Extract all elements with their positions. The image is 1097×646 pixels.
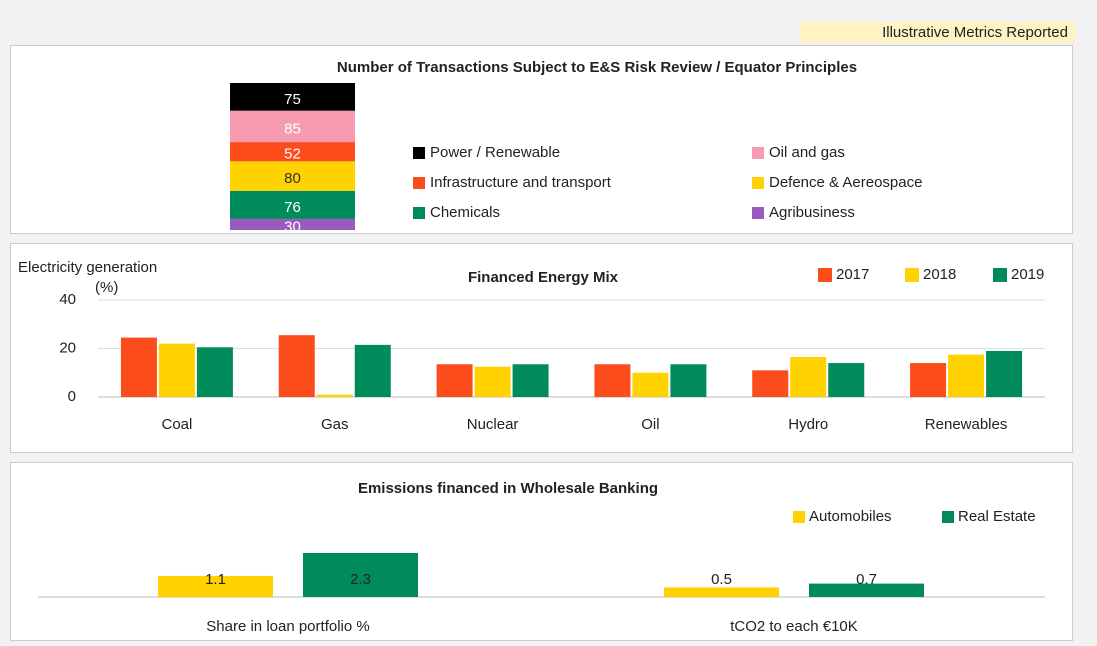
header-box	[800, 22, 1075, 43]
x-tick-label: Gas	[321, 416, 349, 433]
data-label: 75	[284, 91, 301, 108]
x-tick-label: Coal	[161, 416, 192, 433]
y-axis-label: Electricity generation	[18, 259, 157, 276]
bar	[120, 337, 157, 397]
x-tick-label: Oil	[641, 416, 659, 433]
bar	[670, 364, 707, 397]
legend-label: Agribusiness	[769, 204, 855, 221]
x-tick-label: Renewables	[925, 416, 1008, 433]
bar	[632, 372, 669, 397]
y-tick-label: 20	[59, 339, 76, 356]
bar	[594, 364, 631, 397]
y-tick-label: 0	[68, 388, 76, 405]
legend-label: 2018	[923, 266, 956, 283]
bar-segment	[230, 142, 355, 162]
legend-swatch	[905, 268, 919, 282]
bar	[303, 553, 418, 597]
bar	[278, 335, 315, 397]
data-label: 1.1	[205, 571, 226, 588]
bar-segment	[230, 218, 355, 230]
panel	[10, 462, 1073, 641]
data-label: 85	[284, 120, 301, 137]
legend-swatch	[752, 207, 764, 219]
data-label: 0.7	[856, 571, 877, 588]
data-label: 80	[284, 170, 301, 187]
x-tick-label: Share in loan portfolio %	[206, 618, 369, 635]
bar	[752, 370, 789, 397]
bar-segment	[230, 110, 355, 143]
bar-segment	[230, 83, 355, 111]
data-label: 2.3	[350, 571, 371, 588]
legend-label: Infrastructure and transport	[430, 174, 612, 191]
bar	[948, 354, 985, 397]
bar	[512, 364, 549, 397]
data-label: 0.5	[711, 571, 732, 588]
bar	[316, 394, 353, 397]
x-tick-label: Nuclear	[467, 416, 519, 433]
bar	[664, 587, 779, 597]
legend-swatch	[413, 147, 425, 159]
legend-label: 2019	[1011, 266, 1044, 283]
legend-swatch	[818, 268, 832, 282]
legend-swatch	[752, 147, 764, 159]
legend-swatch	[993, 268, 1007, 282]
legend-swatch	[793, 511, 805, 523]
legend-label: Oil and gas	[769, 144, 845, 161]
legend-swatch	[413, 207, 425, 219]
legend-swatch	[752, 177, 764, 189]
legend-label: Defence & Aereospace	[769, 174, 922, 191]
data-label: 52	[284, 146, 301, 163]
legend-label: Power / Renewable	[430, 144, 560, 161]
x-tick-label: Hydro	[788, 416, 828, 433]
legend-label: Automobiles	[809, 508, 892, 525]
chart-title: Emissions financed in Wholesale Banking	[358, 480, 658, 497]
header: Illustrative Metrics Reported	[882, 24, 1068, 41]
bar	[809, 583, 924, 597]
legend-label: Real Estate	[958, 508, 1036, 525]
bar	[910, 363, 947, 397]
bar	[790, 356, 827, 397]
legend-label: 2017	[836, 266, 869, 283]
bar	[354, 344, 391, 397]
bar	[986, 350, 1023, 397]
legend-swatch	[942, 511, 954, 523]
bar	[474, 366, 511, 397]
x-tick-label: tCO2 to each €10K	[730, 618, 858, 635]
chart-title: Financed Energy Mix	[468, 269, 619, 286]
y-axis-label: (%)	[95, 279, 118, 296]
data-label: 76	[284, 199, 301, 216]
y-tick-label: 40	[59, 291, 76, 308]
bar	[436, 364, 473, 397]
bar	[196, 347, 233, 397]
panel	[10, 45, 1073, 234]
bar	[158, 575, 273, 597]
chart-title: Number of Transactions Subject to E&S Ri…	[337, 59, 857, 76]
data-label: 30	[284, 218, 301, 235]
legend-label: Chemicals	[430, 204, 500, 221]
bar-segment	[230, 190, 355, 219]
bar	[828, 363, 865, 397]
legend-swatch	[413, 177, 425, 189]
bar-segment	[230, 161, 355, 191]
bar	[158, 343, 195, 397]
